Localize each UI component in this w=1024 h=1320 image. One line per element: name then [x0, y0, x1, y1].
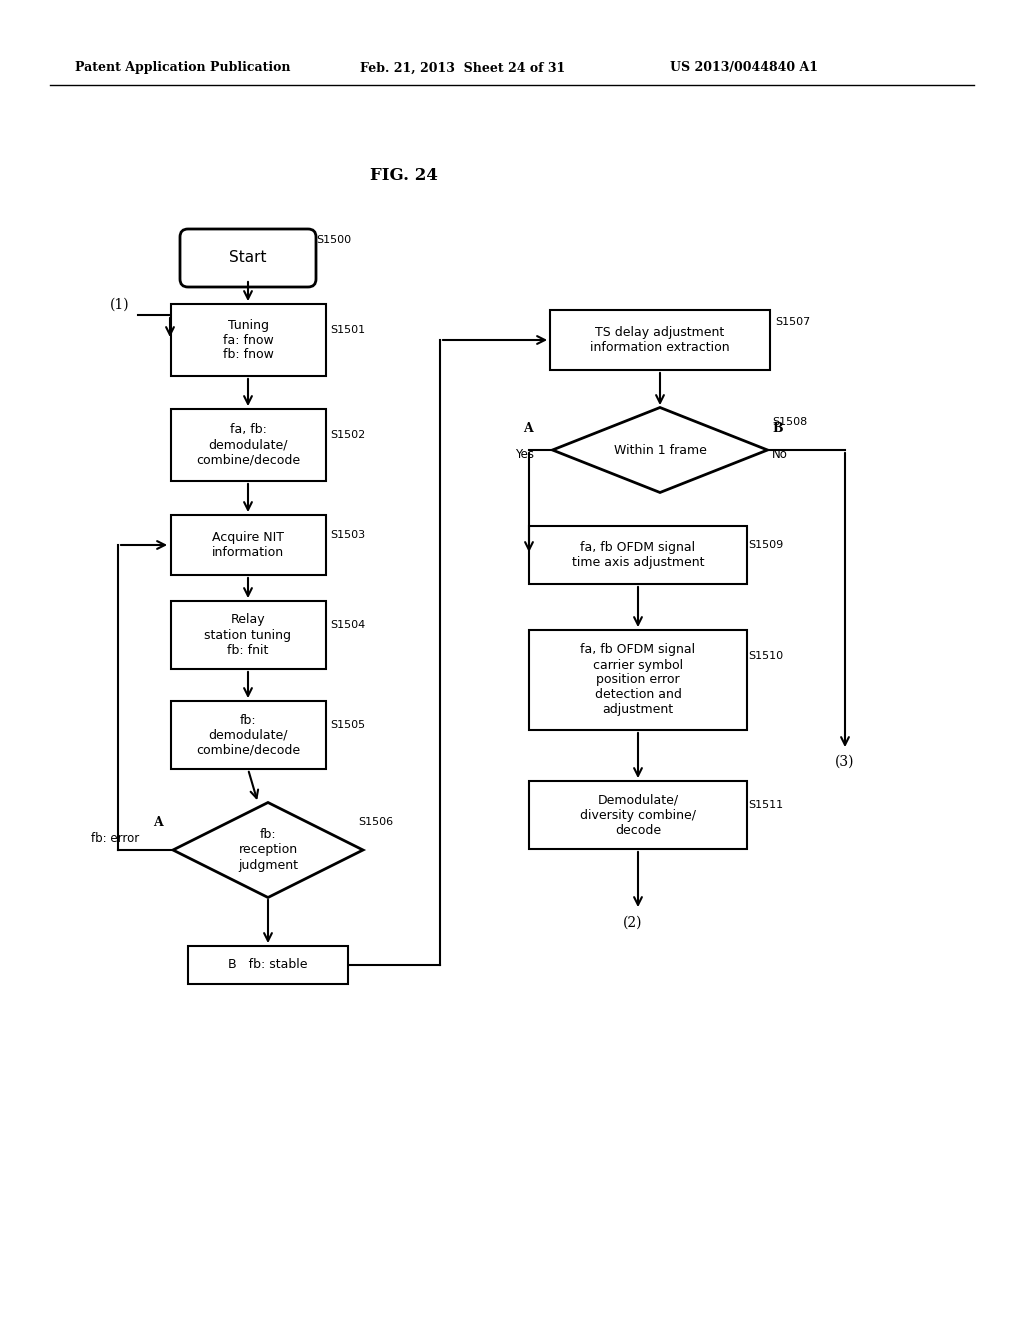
Text: S1506: S1506: [358, 817, 393, 828]
Text: Relay
station tuning
fb: fnit: Relay station tuning fb: fnit: [205, 614, 292, 656]
Text: (1): (1): [110, 298, 130, 312]
Text: Within 1 frame: Within 1 frame: [613, 444, 707, 457]
Text: B   fb: stable: B fb: stable: [228, 958, 308, 972]
Text: A: A: [523, 421, 532, 434]
Polygon shape: [553, 408, 768, 492]
Text: S1511: S1511: [748, 800, 783, 810]
Text: Start: Start: [229, 251, 266, 265]
Text: S1504: S1504: [330, 620, 366, 630]
Bar: [171, 304, 326, 376]
Text: (2): (2): [623, 916, 642, 931]
Text: S1505: S1505: [330, 719, 366, 730]
Bar: [171, 409, 326, 480]
Text: Yes: Yes: [515, 449, 534, 462]
Text: B: B: [772, 421, 782, 434]
Bar: [171, 601, 326, 669]
Text: Acquire NIT
information: Acquire NIT information: [212, 531, 284, 558]
Text: S1500: S1500: [316, 235, 351, 246]
Text: (3): (3): [835, 755, 854, 770]
Bar: [529, 781, 746, 849]
Text: S1507: S1507: [775, 317, 810, 327]
Text: fa, fb:
demodulate/
combine/decode: fa, fb: demodulate/ combine/decode: [196, 424, 300, 466]
Text: S1510: S1510: [748, 651, 783, 661]
Bar: [529, 630, 746, 730]
Text: Tuning
fa: fnow
fb: fnow: Tuning fa: fnow fb: fnow: [222, 318, 273, 362]
Text: fa, fb OFDM signal
time axis adjustment: fa, fb OFDM signal time axis adjustment: [571, 541, 705, 569]
Text: Demodulate/
diversity combine/
decode: Demodulate/ diversity combine/ decode: [580, 793, 696, 837]
FancyBboxPatch shape: [180, 228, 316, 286]
Bar: [529, 525, 746, 583]
Text: S1509: S1509: [748, 540, 783, 550]
Text: fb:
reception
judgment: fb: reception judgment: [238, 829, 298, 871]
Text: S1503: S1503: [330, 531, 366, 540]
Text: No: No: [772, 449, 787, 462]
Bar: [188, 946, 348, 983]
Text: FIG. 24: FIG. 24: [370, 166, 438, 183]
Bar: [171, 515, 326, 576]
Text: S1502: S1502: [330, 430, 366, 440]
Bar: [550, 310, 770, 370]
Text: fa, fb OFDM signal
carrier symbol
position error
detection and
adjustment: fa, fb OFDM signal carrier symbol positi…: [581, 644, 695, 717]
Text: Patent Application Publication: Patent Application Publication: [75, 62, 291, 74]
Text: fb: error: fb: error: [91, 832, 139, 845]
Text: S1508: S1508: [772, 417, 807, 426]
Bar: [171, 701, 326, 770]
Text: fb:
demodulate/
combine/decode: fb: demodulate/ combine/decode: [196, 714, 300, 756]
Polygon shape: [173, 803, 362, 898]
Text: TS delay adjustment
information extraction: TS delay adjustment information extracti…: [590, 326, 730, 354]
Text: US 2013/0044840 A1: US 2013/0044840 A1: [670, 62, 818, 74]
Text: Feb. 21, 2013  Sheet 24 of 31: Feb. 21, 2013 Sheet 24 of 31: [360, 62, 565, 74]
Text: A: A: [153, 816, 163, 829]
Text: S1501: S1501: [330, 325, 366, 335]
